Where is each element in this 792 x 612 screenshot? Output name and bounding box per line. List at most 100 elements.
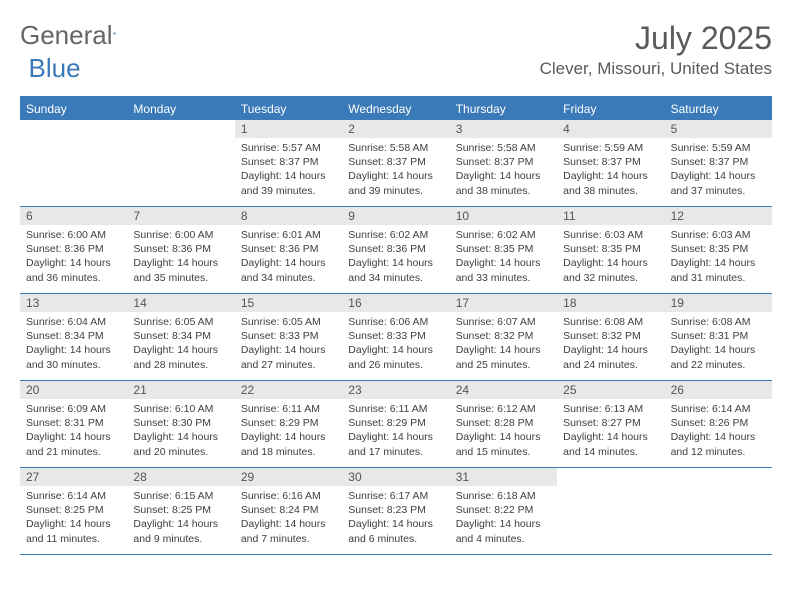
weekday-sat: Saturday bbox=[665, 98, 772, 120]
day-details: Sunrise: 6:18 AMSunset: 8:22 PMDaylight:… bbox=[450, 486, 557, 550]
sunrise-text: Sunrise: 6:00 AM bbox=[133, 228, 228, 242]
sunrise-text: Sunrise: 6:07 AM bbox=[456, 315, 551, 329]
day-details: Sunrise: 5:57 AMSunset: 8:37 PMDaylight:… bbox=[235, 138, 342, 202]
sunrise-text: Sunrise: 5:57 AM bbox=[241, 141, 336, 155]
calendar-cell: 9Sunrise: 6:02 AMSunset: 8:36 PMDaylight… bbox=[342, 207, 449, 293]
day-details: Sunrise: 6:06 AMSunset: 8:33 PMDaylight:… bbox=[342, 312, 449, 376]
calendar-cell bbox=[20, 120, 127, 206]
sunset-text: Sunset: 8:34 PM bbox=[133, 329, 228, 343]
sunrise-text: Sunrise: 5:58 AM bbox=[456, 141, 551, 155]
sunrise-text: Sunrise: 6:15 AM bbox=[133, 489, 228, 503]
calendar-cell: 27Sunrise: 6:14 AMSunset: 8:25 PMDayligh… bbox=[20, 468, 127, 554]
calendar-cell: 1Sunrise: 5:57 AMSunset: 8:37 PMDaylight… bbox=[235, 120, 342, 206]
daylight-text: Daylight: 14 hours and 36 minutes. bbox=[26, 256, 121, 284]
weekday-header: Sunday Monday Tuesday Wednesday Thursday… bbox=[20, 98, 772, 120]
sunrise-text: Sunrise: 6:03 AM bbox=[671, 228, 766, 242]
day-number: 7 bbox=[127, 207, 234, 225]
day-number: 21 bbox=[127, 381, 234, 399]
sunrise-text: Sunrise: 6:04 AM bbox=[26, 315, 121, 329]
day-details: Sunrise: 6:14 AMSunset: 8:26 PMDaylight:… bbox=[665, 399, 772, 463]
location-text: Clever, Missouri, United States bbox=[540, 59, 772, 79]
daylight-text: Daylight: 14 hours and 24 minutes. bbox=[563, 343, 658, 371]
sunset-text: Sunset: 8:36 PM bbox=[26, 242, 121, 256]
daylight-text: Daylight: 14 hours and 26 minutes. bbox=[348, 343, 443, 371]
day-details: Sunrise: 6:01 AMSunset: 8:36 PMDaylight:… bbox=[235, 225, 342, 289]
sunrise-text: Sunrise: 6:08 AM bbox=[671, 315, 766, 329]
calendar-week: 20Sunrise: 6:09 AMSunset: 8:31 PMDayligh… bbox=[20, 381, 772, 468]
sunset-text: Sunset: 8:30 PM bbox=[133, 416, 228, 430]
sunset-text: Sunset: 8:37 PM bbox=[456, 155, 551, 169]
daylight-text: Daylight: 14 hours and 21 minutes. bbox=[26, 430, 121, 458]
daylight-text: Daylight: 14 hours and 37 minutes. bbox=[671, 169, 766, 197]
calendar-cell bbox=[127, 120, 234, 206]
daylight-text: Daylight: 14 hours and 38 minutes. bbox=[563, 169, 658, 197]
daylight-text: Daylight: 14 hours and 35 minutes. bbox=[133, 256, 228, 284]
calendar-cell: 5Sunrise: 5:59 AMSunset: 8:37 PMDaylight… bbox=[665, 120, 772, 206]
day-number: 12 bbox=[665, 207, 772, 225]
sunset-text: Sunset: 8:33 PM bbox=[241, 329, 336, 343]
day-details: Sunrise: 6:04 AMSunset: 8:34 PMDaylight:… bbox=[20, 312, 127, 376]
title-block: July 2025 Clever, Missouri, United State… bbox=[540, 20, 772, 79]
sunrise-text: Sunrise: 6:02 AM bbox=[456, 228, 551, 242]
weekday-tue: Tuesday bbox=[235, 98, 342, 120]
sunrise-text: Sunrise: 6:01 AM bbox=[241, 228, 336, 242]
daylight-text: Daylight: 14 hours and 32 minutes. bbox=[563, 256, 658, 284]
sunset-text: Sunset: 8:22 PM bbox=[456, 503, 551, 517]
day-number: 19 bbox=[665, 294, 772, 312]
calendar-cell: 24Sunrise: 6:12 AMSunset: 8:28 PMDayligh… bbox=[450, 381, 557, 467]
calendar-cell: 19Sunrise: 6:08 AMSunset: 8:31 PMDayligh… bbox=[665, 294, 772, 380]
day-number: 11 bbox=[557, 207, 664, 225]
day-details: Sunrise: 6:14 AMSunset: 8:25 PMDaylight:… bbox=[20, 486, 127, 550]
sunset-text: Sunset: 8:29 PM bbox=[241, 416, 336, 430]
sunset-text: Sunset: 8:31 PM bbox=[26, 416, 121, 430]
day-details: Sunrise: 6:05 AMSunset: 8:34 PMDaylight:… bbox=[127, 312, 234, 376]
sunset-text: Sunset: 8:37 PM bbox=[563, 155, 658, 169]
calendar-week: 27Sunrise: 6:14 AMSunset: 8:25 PMDayligh… bbox=[20, 468, 772, 555]
sunrise-text: Sunrise: 6:10 AM bbox=[133, 402, 228, 416]
day-details: Sunrise: 6:16 AMSunset: 8:24 PMDaylight:… bbox=[235, 486, 342, 550]
calendar-cell: 29Sunrise: 6:16 AMSunset: 8:24 PMDayligh… bbox=[235, 468, 342, 554]
weekday-wed: Wednesday bbox=[342, 98, 449, 120]
sunset-text: Sunset: 8:35 PM bbox=[563, 242, 658, 256]
day-number: 9 bbox=[342, 207, 449, 225]
calendar-body: 1Sunrise: 5:57 AMSunset: 8:37 PMDaylight… bbox=[20, 120, 772, 555]
day-details: Sunrise: 6:10 AMSunset: 8:30 PMDaylight:… bbox=[127, 399, 234, 463]
daylight-text: Daylight: 14 hours and 28 minutes. bbox=[133, 343, 228, 371]
day-details: Sunrise: 6:17 AMSunset: 8:23 PMDaylight:… bbox=[342, 486, 449, 550]
calendar-cell: 6Sunrise: 6:00 AMSunset: 8:36 PMDaylight… bbox=[20, 207, 127, 293]
daylight-text: Daylight: 14 hours and 31 minutes. bbox=[671, 256, 766, 284]
calendar-cell: 17Sunrise: 6:07 AMSunset: 8:32 PMDayligh… bbox=[450, 294, 557, 380]
calendar-cell: 8Sunrise: 6:01 AMSunset: 8:36 PMDaylight… bbox=[235, 207, 342, 293]
day-number: 3 bbox=[450, 120, 557, 138]
day-details: Sunrise: 6:02 AMSunset: 8:35 PMDaylight:… bbox=[450, 225, 557, 289]
weekday-sun: Sunday bbox=[20, 98, 127, 120]
day-number: 2 bbox=[342, 120, 449, 138]
daylight-text: Daylight: 14 hours and 7 minutes. bbox=[241, 517, 336, 545]
day-details: Sunrise: 5:58 AMSunset: 8:37 PMDaylight:… bbox=[342, 138, 449, 202]
day-number: 1 bbox=[235, 120, 342, 138]
sunset-text: Sunset: 8:28 PM bbox=[456, 416, 551, 430]
sunrise-text: Sunrise: 6:11 AM bbox=[348, 402, 443, 416]
sunrise-text: Sunrise: 6:14 AM bbox=[671, 402, 766, 416]
sunset-text: Sunset: 8:31 PM bbox=[671, 329, 766, 343]
calendar-cell: 16Sunrise: 6:06 AMSunset: 8:33 PMDayligh… bbox=[342, 294, 449, 380]
day-number-empty bbox=[665, 468, 772, 486]
daylight-text: Daylight: 14 hours and 17 minutes. bbox=[348, 430, 443, 458]
calendar-cell: 3Sunrise: 5:58 AMSunset: 8:37 PMDaylight… bbox=[450, 120, 557, 206]
day-number-empty bbox=[20, 120, 127, 138]
calendar-cell: 10Sunrise: 6:02 AMSunset: 8:35 PMDayligh… bbox=[450, 207, 557, 293]
sunset-text: Sunset: 8:29 PM bbox=[348, 416, 443, 430]
calendar-cell: 4Sunrise: 5:59 AMSunset: 8:37 PMDaylight… bbox=[557, 120, 664, 206]
daylight-text: Daylight: 14 hours and 14 minutes. bbox=[563, 430, 658, 458]
sunrise-text: Sunrise: 5:59 AM bbox=[671, 141, 766, 155]
calendar-cell: 26Sunrise: 6:14 AMSunset: 8:26 PMDayligh… bbox=[665, 381, 772, 467]
daylight-text: Daylight: 14 hours and 6 minutes. bbox=[348, 517, 443, 545]
daylight-text: Daylight: 14 hours and 33 minutes. bbox=[456, 256, 551, 284]
calendar-cell: 7Sunrise: 6:00 AMSunset: 8:36 PMDaylight… bbox=[127, 207, 234, 293]
sunrise-text: Sunrise: 6:03 AM bbox=[563, 228, 658, 242]
day-details: Sunrise: 6:08 AMSunset: 8:31 PMDaylight:… bbox=[665, 312, 772, 376]
calendar-week: 1Sunrise: 5:57 AMSunset: 8:37 PMDaylight… bbox=[20, 120, 772, 207]
day-details: Sunrise: 6:15 AMSunset: 8:25 PMDaylight:… bbox=[127, 486, 234, 550]
sunrise-text: Sunrise: 6:08 AM bbox=[563, 315, 658, 329]
sunrise-text: Sunrise: 6:13 AM bbox=[563, 402, 658, 416]
